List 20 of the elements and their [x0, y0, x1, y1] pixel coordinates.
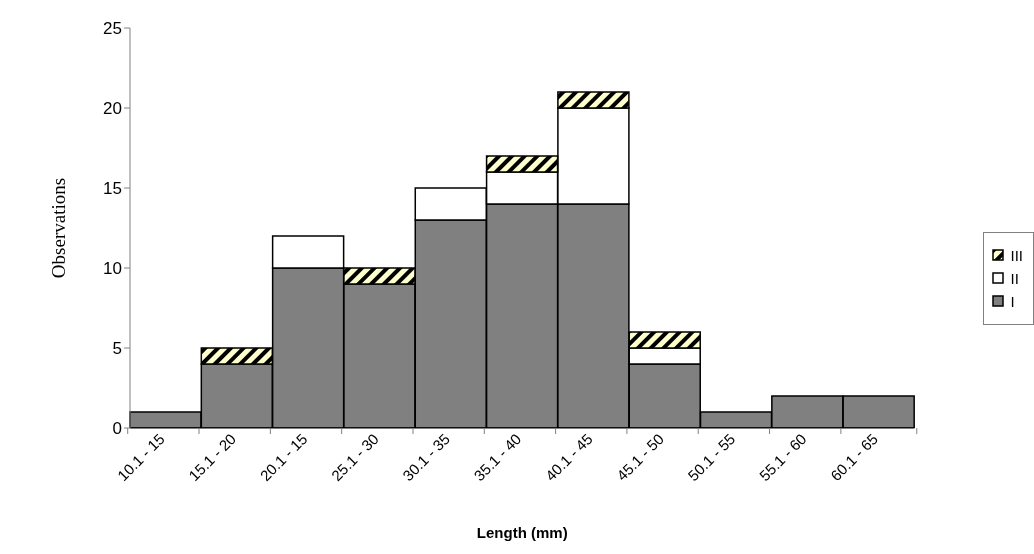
- x-tick-label: 40.1 - 45: [541, 430, 596, 484]
- y-tick-label: 0: [112, 419, 122, 439]
- x-tick-label: 60.1 - 65: [827, 430, 881, 484]
- x-tick-label: 35.1 - 40: [470, 430, 525, 484]
- x-tick-label: 20.1 - 15: [256, 430, 311, 484]
- x-tick-label: 45.1 - 50: [613, 430, 667, 484]
- x-tick-label: 55.1 - 60: [755, 430, 810, 484]
- legend-label: I: [1010, 292, 1015, 310]
- x-tick-label: 30.1 - 35: [399, 430, 454, 484]
- x-axis-title: Length (mm): [476, 524, 568, 541]
- y-tick-label: 15: [103, 179, 122, 199]
- x-tick-label: 50.1 - 55: [684, 430, 739, 484]
- legend-label: II: [1010, 269, 1019, 287]
- y-tick-label: 25: [103, 19, 122, 39]
- x-tick-label: 15.1 - 20: [185, 430, 240, 484]
- legend-label: III: [1010, 246, 1023, 264]
- y-tick-label: 10: [103, 259, 122, 279]
- y-tick-label: 20: [103, 99, 122, 119]
- y-tick-label: 5: [112, 339, 122, 359]
- y-axis-title: Observations: [47, 177, 69, 279]
